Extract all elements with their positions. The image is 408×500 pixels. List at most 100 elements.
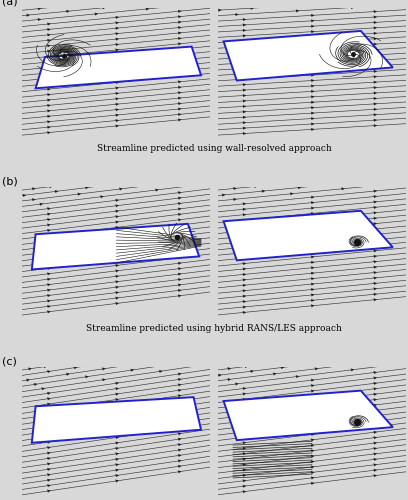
Polygon shape [311,261,315,264]
Polygon shape [115,64,119,68]
Polygon shape [374,75,377,78]
Polygon shape [47,88,51,91]
Polygon shape [28,368,32,370]
Polygon shape [47,240,51,243]
Polygon shape [178,213,182,216]
Polygon shape [243,468,246,471]
Polygon shape [85,186,89,190]
Polygon shape [243,29,246,32]
Polygon shape [311,422,315,425]
Polygon shape [47,462,51,466]
Polygon shape [211,189,214,192]
Polygon shape [243,50,246,53]
Polygon shape [47,440,51,444]
Polygon shape [178,53,182,56]
Polygon shape [47,474,51,476]
Polygon shape [115,392,119,396]
Polygon shape [159,370,163,373]
Polygon shape [373,222,377,226]
Polygon shape [178,416,182,419]
Polygon shape [102,6,106,10]
Polygon shape [373,371,377,374]
Polygon shape [311,228,315,232]
Polygon shape [311,122,315,126]
Polygon shape [115,302,119,305]
Polygon shape [115,38,119,40]
Polygon shape [311,277,315,280]
Polygon shape [243,40,246,43]
Polygon shape [311,412,315,414]
Polygon shape [47,250,51,254]
Polygon shape [243,436,246,439]
Polygon shape [374,59,377,62]
Polygon shape [47,22,51,26]
Polygon shape [115,114,119,116]
Polygon shape [311,438,315,442]
Polygon shape [374,80,377,84]
Polygon shape [374,54,377,56]
Polygon shape [311,466,315,468]
Polygon shape [178,48,182,51]
Polygon shape [243,246,246,249]
Polygon shape [243,256,246,260]
Polygon shape [178,289,182,292]
Polygon shape [373,271,377,274]
Polygon shape [115,226,119,229]
Polygon shape [115,436,119,439]
Polygon shape [311,482,315,485]
Polygon shape [115,253,119,256]
Polygon shape [243,392,246,396]
Polygon shape [373,452,377,456]
Polygon shape [311,52,315,55]
Polygon shape [227,367,231,370]
Polygon shape [208,370,212,372]
Polygon shape [178,422,182,424]
Polygon shape [373,217,377,220]
Polygon shape [178,384,182,386]
Polygon shape [47,430,51,433]
Polygon shape [115,248,119,251]
Polygon shape [243,273,246,276]
Polygon shape [281,5,284,8]
Polygon shape [243,251,246,254]
Polygon shape [243,404,246,406]
Polygon shape [311,96,315,98]
Polygon shape [374,70,377,73]
Polygon shape [311,90,315,93]
Polygon shape [178,246,182,248]
Polygon shape [115,108,119,112]
Polygon shape [102,378,106,382]
Polygon shape [243,284,246,287]
Polygon shape [115,264,119,267]
Polygon shape [311,106,315,110]
Polygon shape [373,404,377,406]
Polygon shape [32,397,201,443]
Polygon shape [374,86,377,89]
Polygon shape [115,480,119,482]
Polygon shape [311,244,315,248]
Polygon shape [243,18,246,21]
Polygon shape [243,72,246,76]
Polygon shape [178,202,182,205]
Polygon shape [47,300,51,302]
Text: (a): (a) [2,0,18,6]
Polygon shape [115,81,119,84]
Polygon shape [47,490,51,492]
Polygon shape [243,132,246,135]
Polygon shape [115,398,119,401]
Polygon shape [115,242,119,246]
Polygon shape [243,306,246,308]
Polygon shape [47,424,51,428]
Polygon shape [243,398,246,401]
Polygon shape [115,442,119,444]
Polygon shape [115,60,119,62]
Polygon shape [311,74,315,76]
Polygon shape [243,387,246,390]
Polygon shape [115,291,119,294]
Polygon shape [243,56,246,59]
Polygon shape [115,296,119,300]
Polygon shape [66,372,70,376]
Polygon shape [11,370,15,373]
Polygon shape [178,113,182,116]
Polygon shape [243,83,246,86]
